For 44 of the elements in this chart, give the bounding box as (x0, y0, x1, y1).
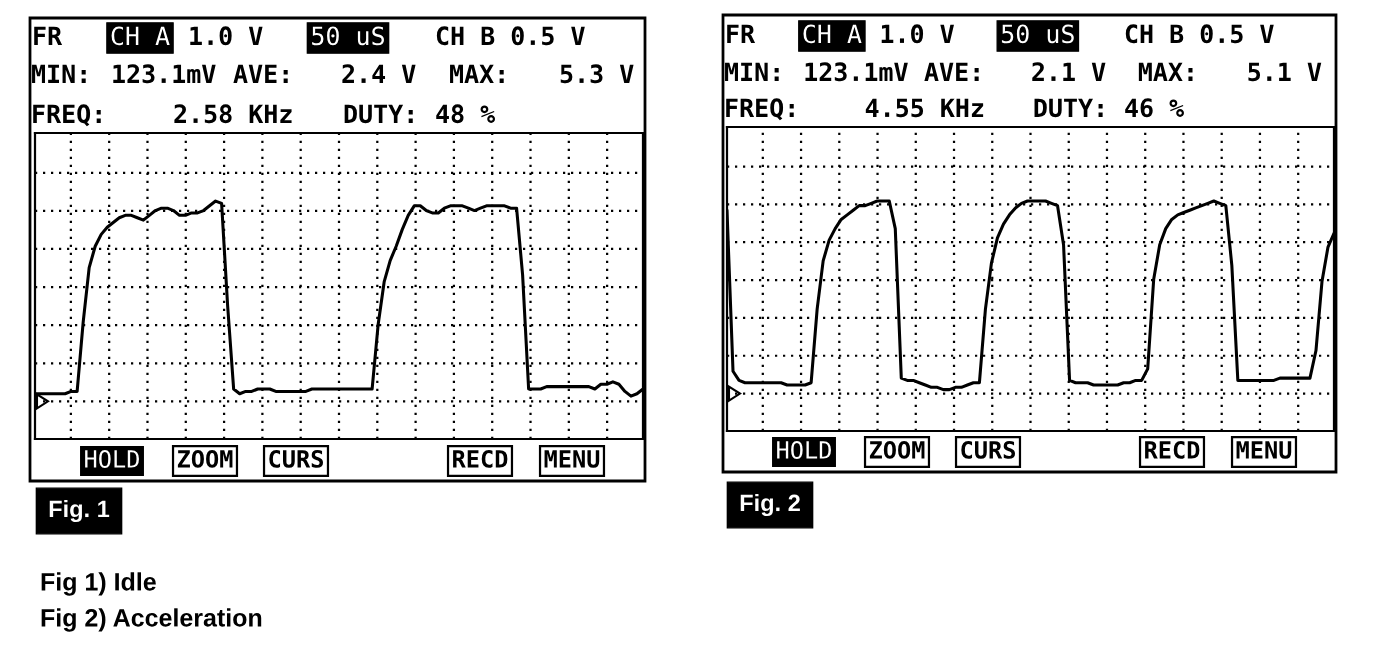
text: CURS (961, 440, 1016, 459)
text: DUTY: (1034, 98, 1103, 118)
text: CH A (803, 24, 862, 44)
text: Fig. 2 (740, 493, 800, 517)
text: 2.58 KHz (174, 104, 292, 124)
text: 50 uS (1001, 24, 1074, 44)
text: MIN: (725, 62, 779, 81)
text: 4.55 KHz (865, 98, 984, 118)
text: FR (727, 24, 756, 43)
text: MIN: (32, 64, 86, 83)
text: RECD (453, 449, 508, 468)
text: CURS (269, 449, 324, 468)
text: 123.1mV (805, 62, 908, 82)
text: DUTY: (344, 104, 413, 124)
text: MENU (544, 450, 600, 468)
text: RECD (1145, 440, 1200, 459)
text: 1.0 V (190, 26, 263, 46)
text: ZOOM (869, 440, 925, 459)
text: 46 % (1125, 98, 1184, 118)
text: 123.1mV (113, 64, 216, 84)
text: FREQ: (33, 104, 101, 127)
text: 5.3 V (560, 64, 634, 84)
text: 5.1 V (1248, 62, 1322, 82)
text: 50 uS (312, 26, 384, 46)
text: 48 % (436, 104, 496, 124)
caption: Fig 2) Acceleration (41, 608, 262, 632)
text: MAX: (450, 64, 504, 83)
text: FREQ: (726, 98, 794, 121)
text: Fig. 1 (49, 499, 110, 523)
text: HOLD (777, 441, 831, 459)
text: ZOOM (177, 449, 233, 468)
text: 2.4 V (342, 64, 416, 83)
text: FR (34, 26, 63, 45)
caption: Fig 1) Idle (41, 572, 156, 596)
text: 2.1 V (1032, 62, 1106, 81)
text: HOLD (85, 450, 139, 468)
text: CH B 0.5 V (1125, 24, 1274, 44)
text: 1.0 V (881, 24, 954, 44)
text: AVE: (924, 62, 979, 81)
text: MENU (1236, 441, 1292, 459)
text: AVE: (233, 64, 288, 83)
text: CH A (111, 26, 170, 46)
text: MAX: (1138, 62, 1193, 81)
text: CH B 0.5 V (436, 26, 585, 46)
